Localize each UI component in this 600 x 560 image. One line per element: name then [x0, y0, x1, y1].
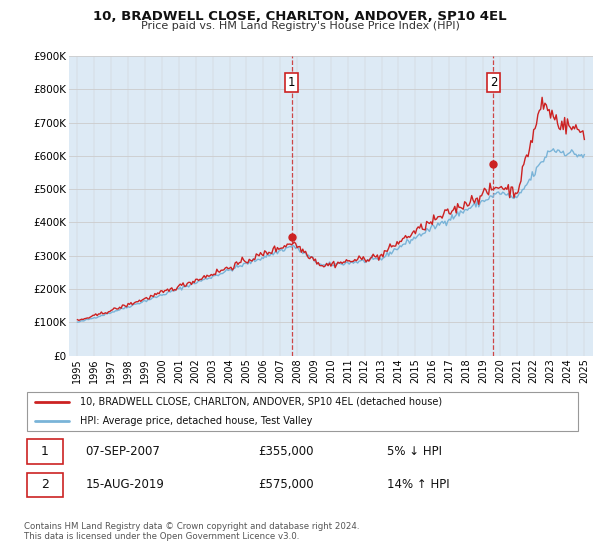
- Text: 5% ↓ HPI: 5% ↓ HPI: [387, 445, 442, 458]
- Text: 2: 2: [41, 478, 49, 492]
- Text: Price paid vs. HM Land Registry's House Price Index (HPI): Price paid vs. HM Land Registry's House …: [140, 21, 460, 31]
- Text: HPI: Average price, detached house, Test Valley: HPI: Average price, detached house, Test…: [80, 416, 312, 426]
- Text: 2: 2: [490, 76, 497, 89]
- Text: 10, BRADWELL CLOSE, CHARLTON, ANDOVER, SP10 4EL: 10, BRADWELL CLOSE, CHARLTON, ANDOVER, S…: [93, 10, 507, 23]
- Text: 1: 1: [41, 445, 49, 458]
- Text: £355,000: £355,000: [259, 445, 314, 458]
- Text: 15-AUG-2019: 15-AUG-2019: [85, 478, 164, 492]
- Text: 1: 1: [288, 76, 295, 89]
- Text: 10, BRADWELL CLOSE, CHARLTON, ANDOVER, SP10 4EL (detached house): 10, BRADWELL CLOSE, CHARLTON, ANDOVER, S…: [80, 396, 442, 407]
- Text: £575,000: £575,000: [259, 478, 314, 492]
- Text: Contains HM Land Registry data © Crown copyright and database right 2024.
This d: Contains HM Land Registry data © Crown c…: [24, 522, 359, 542]
- Text: 07-SEP-2007: 07-SEP-2007: [85, 445, 160, 458]
- FancyBboxPatch shape: [27, 439, 63, 464]
- FancyBboxPatch shape: [27, 473, 63, 497]
- FancyBboxPatch shape: [27, 392, 578, 431]
- Text: 14% ↑ HPI: 14% ↑ HPI: [387, 478, 449, 492]
